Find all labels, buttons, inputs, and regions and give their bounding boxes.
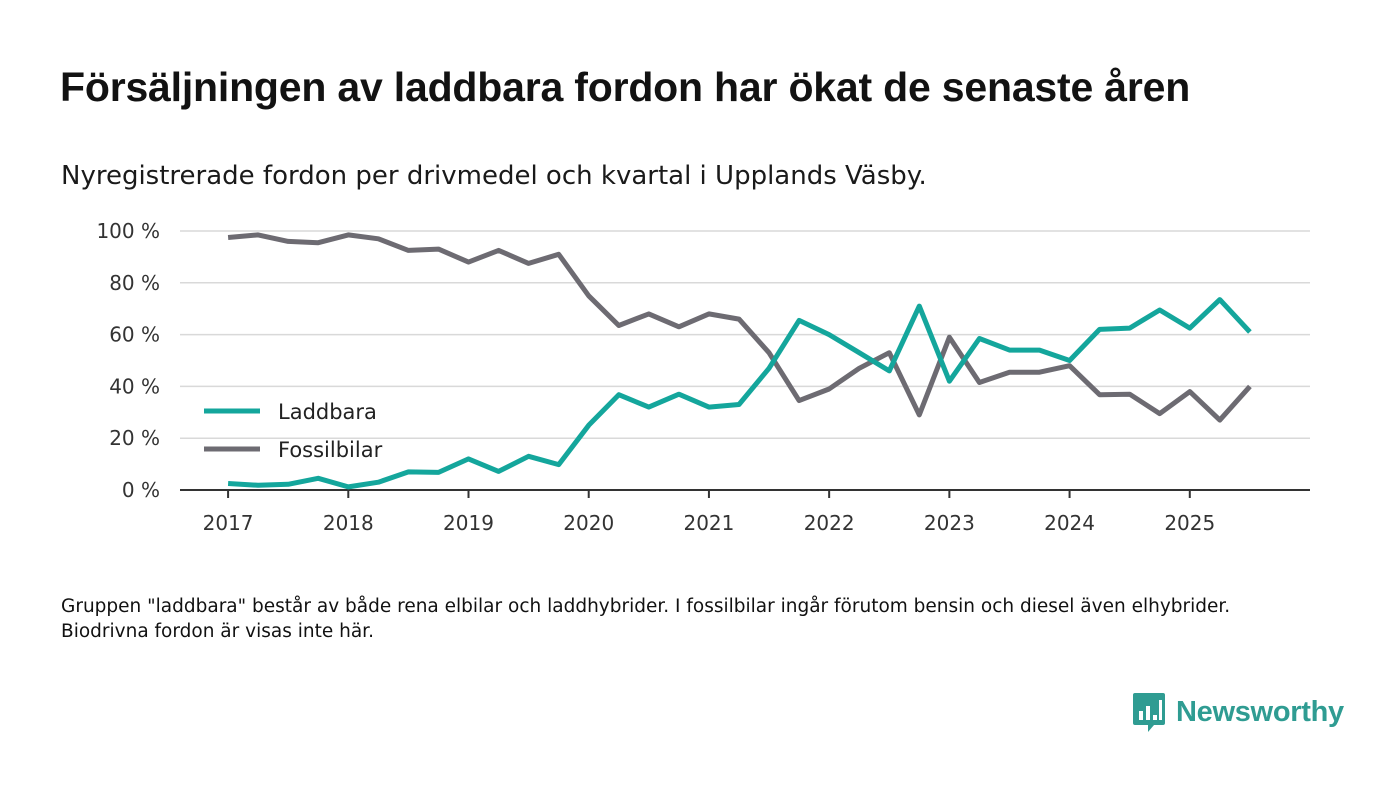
gridlines [180, 230, 1310, 439]
y-tick-label: 60 % [109, 323, 160, 347]
legend-label-fossilbilar: Fossilbilar [278, 438, 383, 462]
brand-name: Newsworthy [1176, 695, 1344, 728]
x-tick-label: 2024 [1044, 511, 1095, 535]
x-tick-label: 2019 [443, 511, 494, 535]
y-tick-label: 80 % [109, 271, 160, 295]
footnote: Gruppen "laddbara" består av både rena e… [61, 596, 1231, 642]
y-tick-label: 20 % [109, 426, 160, 450]
x-tick-label: 2022 [804, 511, 855, 535]
series-lines [227, 232, 1252, 490]
y-tick-label: 0 % [122, 478, 160, 502]
x-tick-label: 2018 [323, 511, 374, 535]
x-tick-label: 2017 [203, 511, 254, 535]
brand[interactable]: Newsworthy [1132, 690, 1344, 734]
chart-subtitle: Nyregistrerade fordon per drivmedel och … [61, 161, 927, 191]
newsworthy-logo-icon [1133, 693, 1165, 732]
y-tick-label: 40 % [109, 374, 160, 398]
x-tick-label: 2021 [683, 511, 734, 535]
x-tick-label: 2020 [563, 511, 614, 535]
y-axis: 0 % 20 % 40 % 60 % 80 % 100 % [96, 219, 160, 502]
x-tick-label: 2025 [1164, 511, 1215, 535]
y-tick-label: 100 % [96, 219, 160, 243]
legend-label-laddbara: Laddbara [278, 400, 377, 424]
series-line-fossilbilar [227, 232, 1252, 423]
series-line-laddbara [227, 297, 1252, 490]
x-axis: 2017 2018 2019 2020 2021 2022 2023 2024 2025 [180, 489, 1310, 535]
chart-title: Försäljningen av laddbara fordon har öka… [60, 64, 1191, 110]
x-tick-label: 2023 [924, 511, 975, 535]
legend: Laddbara Fossilbilar [204, 400, 383, 462]
